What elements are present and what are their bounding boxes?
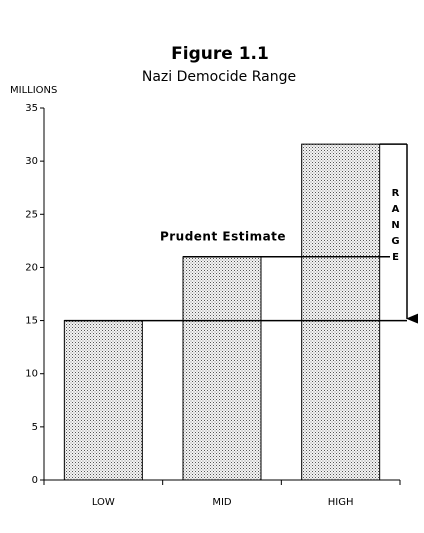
y-tick-label: 20 xyxy=(25,262,38,273)
y-tick-label: 25 xyxy=(25,209,38,220)
chart-title: Figure 1.1 xyxy=(171,44,269,64)
y-tick-label: 0 xyxy=(32,475,38,486)
bar xyxy=(301,143,381,481)
x-tick-label: HIGH xyxy=(328,497,354,508)
bar xyxy=(182,256,262,481)
x-tick-label: MID xyxy=(212,497,232,508)
y-tick-label: 15 xyxy=(25,316,38,327)
y-tick-label: 5 xyxy=(32,422,38,433)
y-tick-label: 35 xyxy=(25,103,38,114)
bar xyxy=(63,320,143,481)
y-tick-label: 10 xyxy=(25,369,38,380)
y-axis-label: MILLIONS xyxy=(10,85,57,96)
annotation: RANGE xyxy=(390,188,401,268)
x-tick-label: LOW xyxy=(92,497,115,508)
annotation: Prudent Estimate xyxy=(160,229,286,243)
chart-subtitle: Nazi Democide Range xyxy=(142,69,296,85)
y-tick-label: 30 xyxy=(25,156,38,167)
